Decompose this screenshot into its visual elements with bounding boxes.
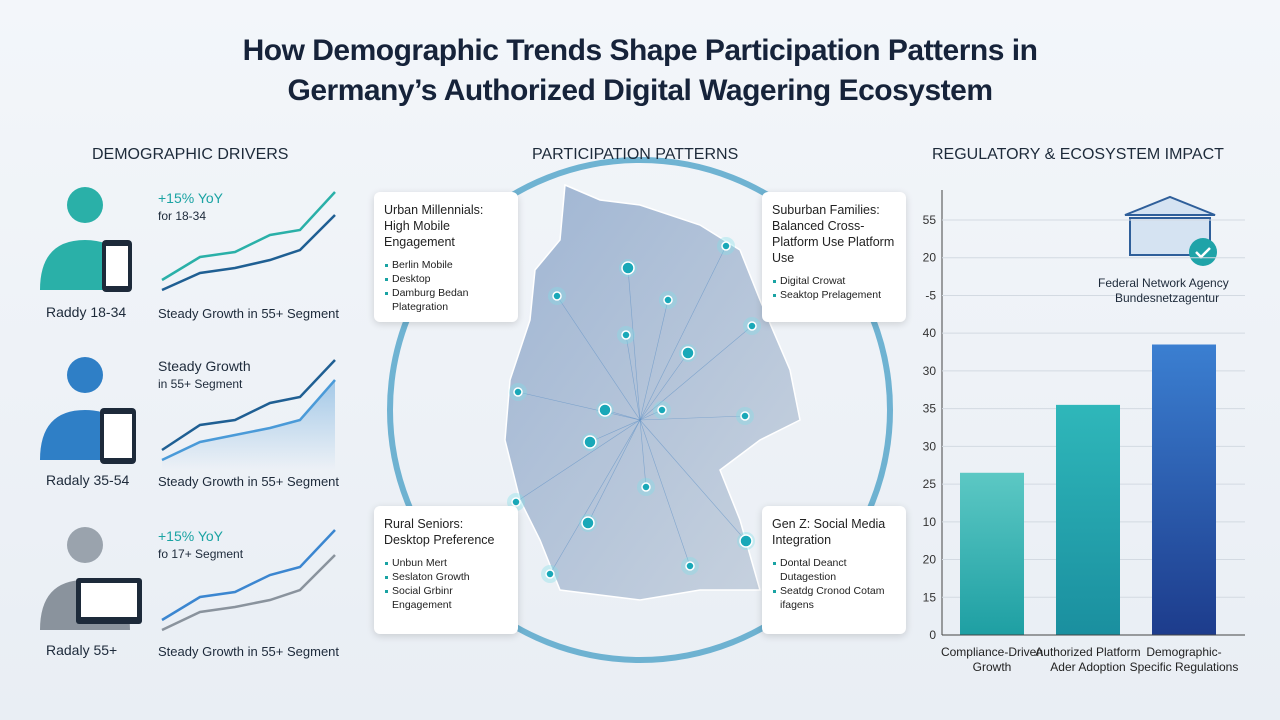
segment-stat: +15% YoY [158,528,224,544]
germany-map [504,183,801,601]
map-node [511,497,521,507]
y-tick-label: 55 [923,213,937,227]
pattern-card: Suburban Families: Balanced Cross-Platfo… [762,192,906,322]
map-node [721,241,731,251]
card-item: Desktop [384,272,508,286]
card-title: Suburban Families: Balanced Cross-Platfo… [772,203,895,265]
card-title: Rural Seniors: Desktop Preference [384,517,495,547]
card-item: Seslaton Growth [384,570,508,584]
map-link [639,415,746,421]
y-tick-label: 40 [923,326,937,340]
bar [960,472,1024,635]
card-item: Digital Crowat [772,274,896,288]
pattern-card: Gen Z: Social Media Integration Dontal De… [762,506,906,634]
card-item: Berlin Mobile [384,258,508,272]
map-node [739,534,753,548]
bar-chart: 0 15 20 10 25 30 35 30 40 -5 20 55 [923,190,1245,642]
x-tick-label: Authorized Platform Ader Adoption [1035,645,1141,674]
y-tick-label: -5 [925,288,936,302]
person-icons [40,187,142,630]
sparklines [161,191,336,632]
y-tick-label: 15 [923,590,937,604]
map-ring [387,157,893,663]
segment-note: Steady Growth in 55+ Segment [158,644,340,659]
x-tick-label: Demographic-Specific Regulations [1129,645,1239,674]
pattern-card: Urban Millennials: High Mobile Engagemen… [374,192,518,322]
bar [1056,404,1120,635]
map-node [581,516,595,530]
map-node [685,561,695,571]
segment-label: Raddy 18-34 [46,304,127,320]
map-link [587,419,641,524]
segment-sub: for 18-34 [158,209,207,223]
map-node [621,330,631,340]
map-node [641,482,651,492]
map-link [515,419,641,503]
map-link [639,352,689,421]
map-link [639,419,647,488]
check-mark [1195,247,1211,259]
map-node [598,403,612,417]
card-item: Damburg Bedan Plategration [384,286,508,314]
section-heading: DEMOGRAPHIC DRIVERS [92,146,289,163]
agency-name: Federal Network Agency [1098,276,1229,290]
map-link [639,419,691,567]
map-link [625,334,641,421]
y-tick-label: 10 [923,515,937,529]
bar [1152,344,1216,635]
segment-sub: fo 17+ Segment [158,547,244,561]
y-tick-label: 30 [923,439,937,453]
card-item: Unbun Mert [384,556,508,570]
y-tick-label: 35 [923,402,937,416]
map-link [556,295,641,421]
map-link [639,419,747,542]
map-node [747,321,757,331]
segment-stat: Steady Growth [158,358,251,374]
map-node [552,291,562,301]
card-title: Gen Z: Social Media Integration [772,517,886,547]
map-link [549,419,641,575]
map-link [589,419,641,443]
card-item: Seatdg Cronod Cotam ifagens [772,584,896,612]
map-link [627,267,641,421]
section-heading: REGULATORY & ECOSYSTEM IMPACT [932,146,1224,163]
map-node [545,569,555,579]
y-tick-label: 0 [929,628,936,642]
map-node [681,346,695,360]
card-item: Dontal Deanct Dutagestion [772,556,896,584]
y-tick-label: 30 [923,364,937,378]
y-tick-label: 20 [923,553,937,567]
map-link [639,325,753,421]
map-node [621,261,635,275]
card-title: Urban Millennials: High Mobile Engagemen… [384,203,484,249]
map-link [639,245,727,421]
y-tick-label: 25 [923,477,937,491]
section-heading: PARTICIPATION PATTERNS [532,146,739,163]
title-line: Germany’s Authorized Digital Wagering Ec… [287,74,994,107]
segment-sub: in 55+ Segment [158,377,243,391]
map-node [583,435,597,449]
x-tick-label: Compliance-Driven Growth [940,645,1044,674]
card-item: Social Grbinr Engagement [384,584,508,612]
check-icon [1189,238,1217,266]
map-node [740,411,750,421]
agency-name: Bundesnetzagentur [1115,291,1220,305]
segment-label: Radaly 55+ [46,642,118,658]
pattern-card: Rural Seniors: Desktop Preference Unbun M… [374,506,518,634]
map-node [663,295,673,305]
segment-note: Steady Growth in 55+ Segment [158,306,340,321]
map-node [513,387,523,397]
card-item: Seaktop Prelagement [772,288,896,302]
segment-note: Steady Growth in 55+ Segment [158,474,340,489]
map-link [639,299,669,421]
y-tick-label: 20 [923,251,937,265]
segment-label: Radaly 35-54 [46,472,130,488]
segment-stat: +15% YoY [158,190,224,206]
map-node [657,405,667,415]
map-link [517,391,641,421]
title-line: How Demographic Trends Shape Participati… [242,34,1038,67]
